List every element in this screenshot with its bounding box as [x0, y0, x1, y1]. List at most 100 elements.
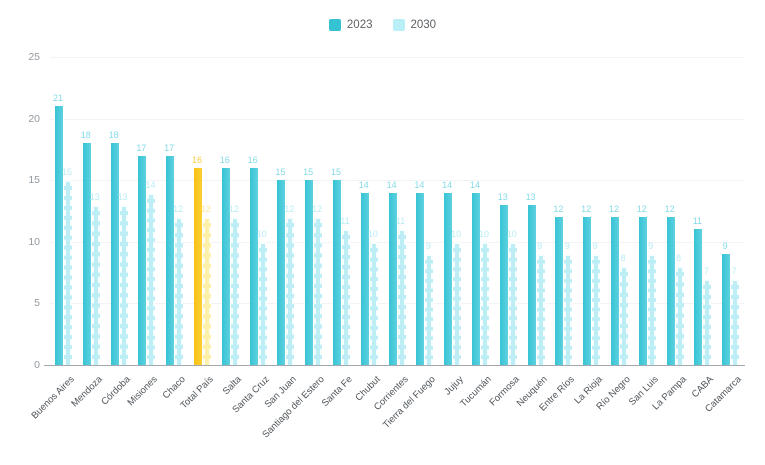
bar-2030-normal[interactable]: [508, 241, 517, 365]
bar-2030-normal[interactable]: [425, 254, 434, 365]
bar-value-label-2030: 12: [173, 204, 184, 215]
bar-value-label-2030: 8: [620, 253, 626, 264]
bar-2023-normal[interactable]: [388, 192, 397, 365]
bar-2030-normal[interactable]: [91, 204, 100, 365]
bar-2030-normal[interactable]: [620, 266, 628, 365]
bar-2023-normal[interactable]: [583, 217, 592, 365]
bar-value-label-2023: 11: [692, 216, 703, 227]
bar-2023-normal[interactable]: [638, 217, 647, 365]
gridline: [50, 180, 745, 182]
chart-legend: 2023 2030: [0, 16, 765, 34]
bar-2023-normal[interactable]: [110, 143, 119, 365]
bar-value-label-2030: 13: [117, 191, 128, 202]
bar-value-label-2030: 7: [731, 265, 737, 276]
bar-value-label-2030: 15: [61, 167, 72, 178]
bar-value-label-2030: 10: [451, 228, 462, 239]
bar-2023-normal[interactable]: [333, 180, 341, 365]
bar-2030-normal[interactable]: [64, 180, 72, 365]
bar-2023-normal[interactable]: [527, 204, 536, 365]
bar-value-label-2023: 14: [442, 179, 453, 190]
bar-2023-normal[interactable]: [55, 106, 63, 365]
bar-value-label-2023: 14: [358, 179, 369, 190]
legend-swatch-2023-icon: [328, 19, 341, 31]
bar-value-label-2023: 13: [497, 191, 508, 202]
bar-2030-normal[interactable]: [147, 192, 156, 365]
bar-value-label-2023: 17: [136, 142, 147, 153]
x-axis-label: Jujuy: [442, 374, 466, 398]
bar-value-label-2030: 12: [312, 204, 323, 215]
legend-item-2030[interactable]: 2030: [392, 19, 437, 31]
bar-value-label-2023: 18: [80, 130, 91, 141]
gridline: [50, 241, 745, 243]
legend-label-2030: 2030: [410, 19, 437, 31]
gridline: [50, 118, 745, 120]
bar-2023-normal[interactable]: [221, 167, 230, 365]
bar-2023-normal[interactable]: [166, 155, 175, 365]
bar-value-label-2030: 9: [425, 241, 431, 252]
bar-2030-normal[interactable]: [314, 217, 323, 365]
bar-2023-normal[interactable]: [444, 192, 453, 365]
bar-value-label-2023: 16: [247, 154, 258, 165]
bar-2023-normal[interactable]: [555, 217, 564, 365]
bar-value-label-2030: 10: [256, 228, 267, 239]
bar-value-label-2023: 17: [164, 142, 175, 153]
bar-2023-normal[interactable]: [611, 217, 619, 365]
bar-value-label-2030: 11: [340, 216, 350, 227]
bar-value-label-2030: 9: [592, 241, 598, 252]
bar-2023-normal[interactable]: [499, 204, 508, 365]
bar-2030-normal[interactable]: [592, 254, 601, 365]
gridline: [50, 303, 745, 305]
bar-2023-normal[interactable]: [249, 167, 258, 365]
legend-label-2023: 2023: [346, 19, 373, 31]
bar-value-label-2030: 12: [200, 204, 211, 215]
gridline: [50, 57, 745, 58]
bar-2023-normal[interactable]: [722, 254, 731, 365]
bar-2030-normal[interactable]: [731, 278, 740, 365]
bar-2030-normal[interactable]: [258, 241, 267, 365]
bar-2023-normal[interactable]: [416, 192, 425, 365]
x-axis-label: Buenos Aires: [29, 374, 77, 422]
bar-value-label-2023: 9: [722, 241, 728, 252]
bar-2023-normal[interactable]: [82, 143, 91, 365]
bar-2030-normal[interactable]: [675, 266, 684, 365]
bar-2023-normal[interactable]: [666, 217, 675, 365]
bar-2030-normal[interactable]: [175, 217, 184, 365]
bar-2030-normal[interactable]: [536, 254, 545, 365]
bar-value-label-2023: 14: [469, 179, 480, 190]
bar-2023-normal[interactable]: [694, 229, 703, 365]
bar-2030-normal[interactable]: [230, 217, 239, 365]
bar-2030-normal[interactable]: [286, 217, 295, 365]
bar-value-label-2030: 10: [506, 228, 517, 239]
bar-2030-normal[interactable]: [481, 241, 489, 365]
bar-2023-normal[interactable]: [138, 155, 147, 365]
bar-2030-normal[interactable]: [342, 229, 350, 365]
bar-value-label-2030: 10: [478, 228, 489, 239]
bar-value-label-2023: 21: [52, 93, 63, 104]
bar-value-label-2023: 15: [275, 167, 286, 178]
bar-2030-normal[interactable]: [647, 254, 656, 365]
bar-2030-normal[interactable]: [453, 241, 462, 365]
bar-2030-normal[interactable]: [397, 229, 406, 365]
y-axis-tick-label: 15: [28, 174, 40, 187]
bar-value-label-2030: 7: [703, 265, 709, 276]
bar-value-label-2023: 16: [219, 154, 230, 165]
bar-value-label-2023: 12: [636, 204, 647, 215]
bar-value-label-2023: 12: [608, 204, 619, 215]
bar-2030-highlight[interactable]: [203, 217, 211, 365]
bar-2030-normal[interactable]: [703, 278, 712, 365]
bar-value-label-2023: 15: [330, 167, 341, 178]
legend-item-2023[interactable]: 2023: [328, 19, 373, 31]
bar-2023-normal[interactable]: [277, 180, 286, 365]
bar-value-label-2030: 9: [564, 241, 570, 252]
bar-2030-normal[interactable]: [119, 204, 128, 365]
x-axis-line: [44, 365, 745, 366]
bar-2023-normal[interactable]: [305, 180, 314, 365]
bar-2023-normal[interactable]: [472, 192, 480, 365]
bar-2023-highlight[interactable]: [194, 167, 202, 365]
bar-2030-normal[interactable]: [564, 254, 573, 365]
bar-2030-normal[interactable]: [369, 241, 378, 365]
bar-2023-normal[interactable]: [360, 192, 369, 365]
y-axis-tick-label: 0: [34, 359, 40, 371]
y-axis-tick-label: 25: [28, 51, 40, 63]
